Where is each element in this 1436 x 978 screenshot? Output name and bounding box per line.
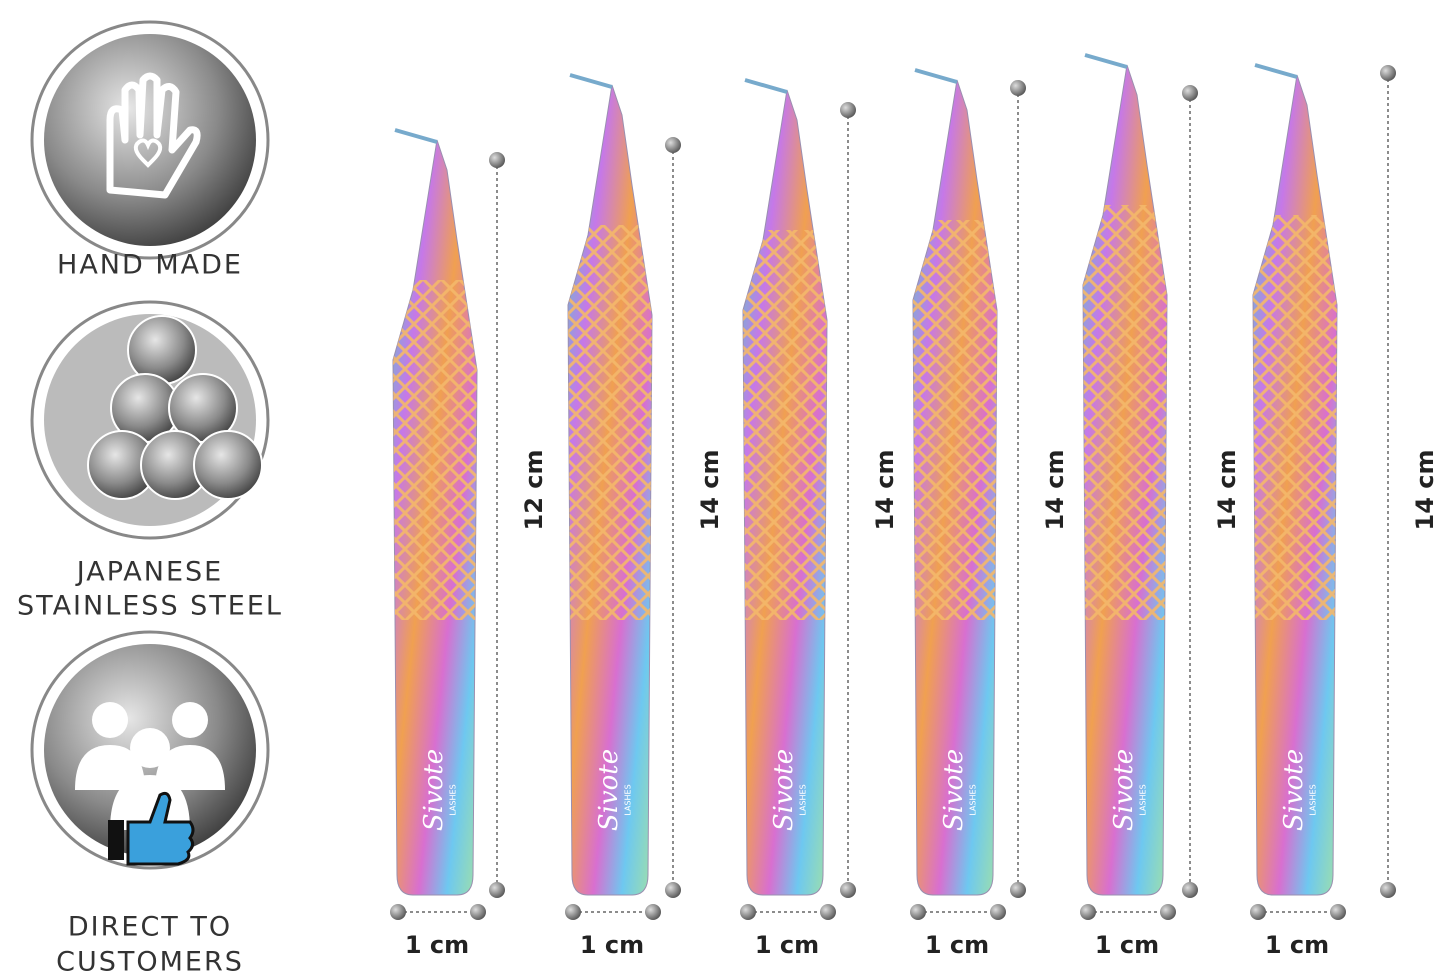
tweezer: Sivote LASHES 12 cm 1 cm xyxy=(390,128,548,959)
width-label: 1 cm xyxy=(1265,931,1329,959)
dim-dot xyxy=(1330,904,1346,920)
length-label: 14 cm xyxy=(1041,450,1069,531)
width-label: 1 cm xyxy=(925,931,989,959)
brand: Sivote xyxy=(1109,749,1139,831)
dim-dot xyxy=(990,904,1006,920)
feature-label: CUSTOMERS xyxy=(56,947,244,978)
tip xyxy=(1084,53,1128,69)
dim-dot xyxy=(470,904,486,920)
tweezer: Sivote LASHES 14 cm 1 cm xyxy=(910,68,1069,959)
badge-customers xyxy=(30,630,270,870)
dim-dot xyxy=(740,904,756,920)
dim-dot xyxy=(565,904,581,920)
brand-sub: LASHES xyxy=(624,784,633,815)
dim-dot xyxy=(840,882,856,898)
length-label: 12 cm xyxy=(520,450,548,531)
tweezer: Sivote LASHES 14 cm 1 cm xyxy=(565,73,724,959)
brand-sub: LASHES xyxy=(1309,784,1318,815)
tip xyxy=(569,73,613,89)
width-label: 1 cm xyxy=(1095,931,1159,959)
brand-sub: LASHES xyxy=(1139,784,1148,815)
brand-sub: LASHES xyxy=(449,784,458,815)
dim-dot xyxy=(1080,904,1096,920)
brand: Sivote xyxy=(1279,749,1309,831)
hatch xyxy=(1083,205,1167,620)
hatch xyxy=(1253,215,1337,620)
badge-steel xyxy=(30,300,270,540)
width-label: 1 cm xyxy=(405,931,469,959)
dim-dot xyxy=(489,152,505,168)
dim-dot xyxy=(1250,904,1266,920)
hatch xyxy=(568,225,652,620)
length-label: 14 cm xyxy=(1213,450,1241,531)
dim-dot xyxy=(840,102,856,118)
brand: Sivote xyxy=(419,749,449,831)
dim-dot xyxy=(665,137,681,153)
dim-dot xyxy=(665,882,681,898)
dim-dot xyxy=(1380,65,1396,81)
brand-sub: LASHES xyxy=(799,784,808,815)
tip xyxy=(914,68,958,84)
hatch xyxy=(913,220,997,620)
length-label: 14 cm xyxy=(696,450,724,531)
dim-dot xyxy=(820,904,836,920)
hatch xyxy=(393,280,477,620)
brand: Sivote xyxy=(594,749,624,831)
hatch xyxy=(743,230,827,620)
feature-label: JAPANESE xyxy=(75,557,223,588)
dim-dot xyxy=(390,904,406,920)
feature-label: STAINLESS STEEL xyxy=(17,591,283,622)
width-label: 1 cm xyxy=(755,931,819,959)
tweezer: Sivote LASHES 14 cm 1 cm xyxy=(1080,53,1241,959)
tip xyxy=(744,78,788,94)
feature-label: DIRECT TO xyxy=(68,912,232,943)
dim-dot xyxy=(910,904,926,920)
dim-dot xyxy=(645,904,661,920)
brand-sub: LASHES xyxy=(969,784,978,815)
brand: Sivote xyxy=(939,749,969,831)
dim-dot xyxy=(489,882,505,898)
dim-dot xyxy=(1182,882,1198,898)
dim-dot xyxy=(1380,882,1396,898)
dim-dot xyxy=(1182,85,1198,101)
brand: Sivote xyxy=(769,749,799,831)
tip xyxy=(394,128,438,144)
feature-label: HAND MADE xyxy=(57,250,243,281)
width-label: 1 cm xyxy=(580,931,644,959)
tip xyxy=(1254,63,1298,79)
dim-dot xyxy=(1010,882,1026,898)
tweezer: Sivote LASHES 14 cm 1 cm xyxy=(740,78,899,959)
dim-dot xyxy=(1010,80,1026,96)
badge-hand xyxy=(30,20,270,260)
dim-dot xyxy=(1160,904,1176,920)
length-label: 14 cm xyxy=(871,450,899,531)
length-label: 14 cm xyxy=(1411,450,1436,531)
tweezer: Sivote LASHES 14 cm 1 cm xyxy=(1250,63,1436,959)
